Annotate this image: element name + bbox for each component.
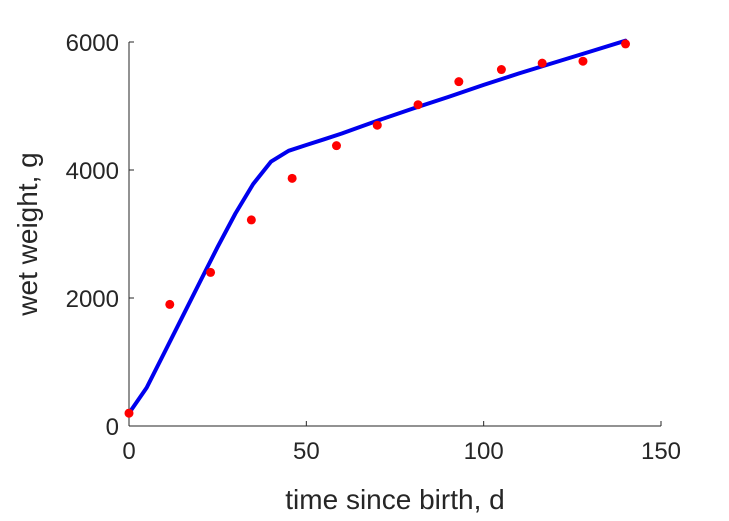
data-point	[206, 267, 216, 277]
y-tick-label: 0	[106, 414, 119, 441]
data-point	[287, 173, 297, 183]
data-point	[454, 77, 464, 87]
x-tick-label: 0	[122, 438, 135, 465]
fit-curve	[127, 38, 628, 416]
x-tick-label: 100	[464, 438, 504, 465]
data-point	[496, 65, 506, 75]
y-axis-ticks: 0 2000 4000 6000	[66, 30, 134, 441]
y-tick-label: 2000	[66, 286, 119, 313]
series-layer	[124, 38, 631, 418]
data-point	[372, 120, 382, 130]
data-point	[165, 299, 175, 309]
x-axis-ticks: 0 50 100 150	[122, 421, 681, 465]
data-point	[578, 56, 588, 66]
data-point	[621, 39, 631, 49]
data-point	[537, 58, 547, 68]
y-axis-label: wet weight, g	[12, 152, 43, 316]
x-tick-label: 50	[293, 438, 320, 465]
data-point	[331, 141, 341, 151]
x-tick-label: 150	[641, 438, 681, 465]
data-point	[124, 408, 134, 418]
data-point	[413, 100, 423, 110]
y-tick-label: 6000	[66, 30, 119, 57]
y-tick-label: 4000	[66, 158, 119, 185]
data-point	[246, 215, 256, 225]
x-axis-label: time since birth, d	[285, 484, 504, 515]
